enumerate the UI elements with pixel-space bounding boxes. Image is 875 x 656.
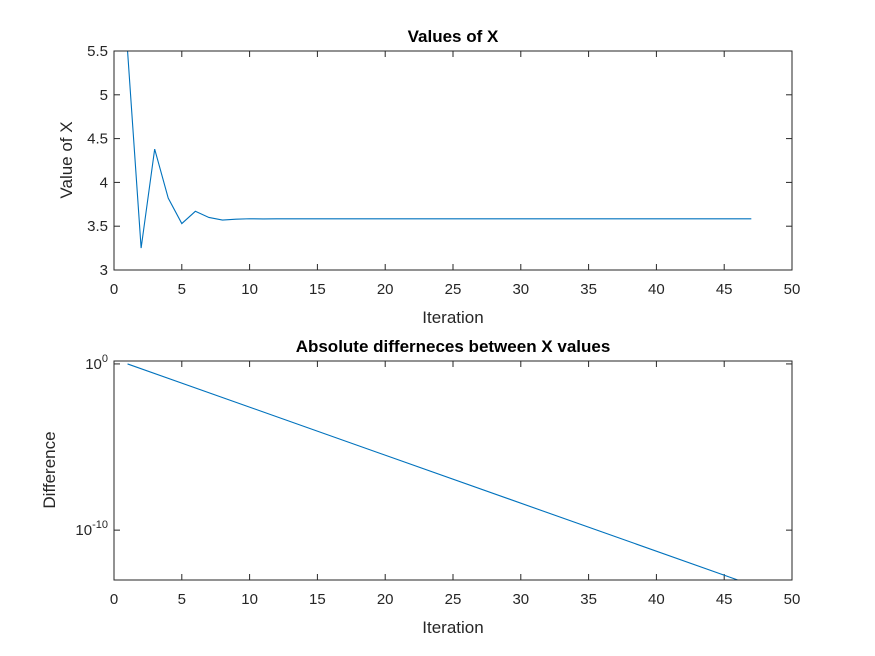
x-tick-label: 5 [178, 591, 186, 608]
y-tick-label: 4.5 [87, 131, 108, 148]
x-tick-label: 0 [110, 281, 118, 298]
x-tick-label: 25 [445, 281, 462, 298]
bottom-chart-title: Absolute differneces between X values [296, 337, 611, 356]
series-line-0 [127, 50, 752, 249]
bottom-chart-y-axis-label: Difference [40, 431, 59, 508]
y-tick-label-exponent: -10 [92, 519, 108, 531]
x-tick-label: 20 [377, 591, 394, 608]
y-tick-label: 5 [100, 87, 108, 104]
top-chart-ticks: 0 5 10 15 20 25 30 35 40 45 50 3 3.5 4 4.5 5 5.5 [87, 43, 800, 298]
x-tick-label: 45 [716, 281, 733, 298]
x-tick-label: 50 [784, 591, 801, 608]
series-line-0 [127, 363, 738, 581]
y-tick-label: 10-10 [75, 519, 108, 539]
x-tick-label: 10 [241, 591, 258, 608]
top-chart-axes-box [113, 50, 793, 271]
bottom-chart-axes-box [113, 360, 793, 581]
top-chart-title: Values of X [408, 27, 499, 46]
x-tick-label: 10 [241, 281, 258, 298]
x-tick-label: 35 [580, 591, 597, 608]
top-chart-values-of-x: Values of X Iteration Value of X 0 5 10 15 2… [57, 27, 800, 327]
y-tick-label: 4 [100, 174, 108, 191]
x-tick-label: 25 [445, 591, 462, 608]
top-chart-series [127, 50, 752, 249]
x-tick-label: 30 [512, 281, 529, 298]
y-tick-label: 3 [100, 262, 108, 279]
y-tick-label: 3.5 [87, 218, 108, 235]
x-tick-label: 0 [110, 591, 118, 608]
x-tick-label: 15 [309, 281, 326, 298]
x-tick-label: 40 [648, 281, 665, 298]
top-chart-x-axis-label: Iteration [422, 308, 483, 327]
top-chart-y-axis-label: Value of X [57, 121, 76, 198]
y-tick-label-exponent: 0 [102, 353, 108, 365]
x-tick-label: 40 [648, 591, 665, 608]
bottom-chart-series [127, 363, 738, 581]
bottom-chart-x-axis-label: Iteration [422, 618, 483, 637]
x-tick-label: 30 [512, 591, 529, 608]
x-tick-label: 5 [178, 281, 186, 298]
y-tick-label-base: 10 [85, 356, 102, 373]
y-tick-label-base: 10 [75, 522, 92, 539]
x-tick-label: 50 [784, 281, 801, 298]
bottom-chart-differences: Absolute differneces between X values It… [40, 337, 800, 637]
x-tick-label: 45 [716, 591, 733, 608]
y-tick-label: 100 [85, 353, 108, 373]
x-tick-label: 20 [377, 281, 394, 298]
x-tick-label: 35 [580, 281, 597, 298]
x-tick-label: 15 [309, 591, 326, 608]
y-tick-label: 5.5 [87, 43, 108, 60]
